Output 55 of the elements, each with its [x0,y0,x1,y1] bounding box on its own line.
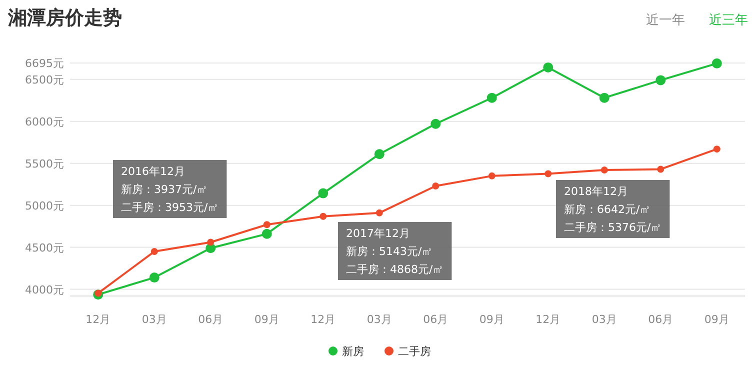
point [600,166,608,174]
point [430,118,441,129]
x-tick-label: 09月 [479,313,504,326]
point [543,62,554,72]
y-tick-label: 5500元 [25,157,64,170]
point [320,212,327,220]
x-tick-label: 09月 [704,313,730,326]
point [713,146,720,153]
y-tick-label: 6000元 [25,115,64,128]
text: 近三年 [709,13,748,28]
text: 近一年 [646,13,685,28]
annotation: 二手房：5376元/㎡ [564,221,662,234]
point [486,92,497,103]
annotation: 新房：5143元/㎡ [346,245,433,258]
point [94,290,102,297]
y-tick-label: 5000元 [25,199,64,212]
point [488,172,496,180]
point [207,238,214,246]
x-tick-label: 03月 [592,313,617,326]
legend-label: 新房 [342,345,364,358]
point [374,149,384,160]
point [149,272,160,283]
point [599,92,610,103]
x-tick-label: 09月 [254,313,280,326]
legend-label: 二手房 [398,345,431,358]
point [657,166,664,173]
annotation: 2018年12月 [564,185,628,198]
chart-title: 湘潭房价走势 [7,7,122,29]
x-tick-label: 12月 [536,313,561,326]
annotation: 2017年12月 [346,227,410,240]
point [432,182,440,190]
point [263,221,270,228]
x-tick-label: 03月 [366,313,392,326]
point [656,75,666,86]
x-tick-label: 12月 [310,313,336,326]
annotation: 二手房：4868元/㎡ [346,263,444,276]
annotation: 2016年12月 [121,165,185,178]
point [544,170,552,178]
y-tick-label: 6695元 [25,57,64,70]
annotation: 新房：6642元/㎡ [564,203,651,216]
point [712,58,722,68]
x-tick-label: 06月 [423,313,448,326]
annotation: 新房：3937元/㎡ [121,183,208,196]
point [262,228,272,239]
point [318,188,328,198]
x-tick-label: 06月 [198,313,224,326]
annotation: 二手房：3953元/㎡ [121,201,219,214]
point [150,248,158,255]
y-tick-label: 4500元 [25,241,64,254]
point [376,209,383,216]
x-tick-label: 06月 [648,313,674,326]
y-tick-label: 6500元 [25,73,64,86]
x-tick-label: 12月 [86,313,111,326]
x-tick-label: 03月 [142,313,167,326]
y-tick-label: 4000元 [25,283,64,296]
